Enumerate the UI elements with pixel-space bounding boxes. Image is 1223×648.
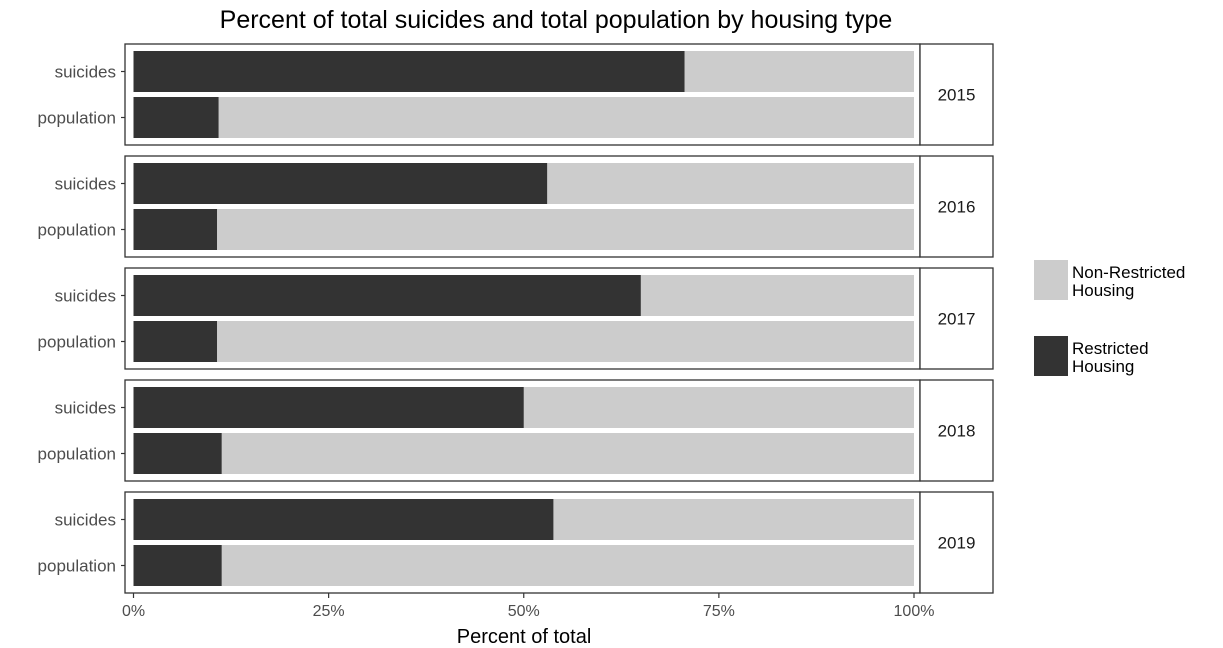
bar-nonrestricted-2016-suicides (547, 163, 914, 204)
legend-label-line1: Non-Restricted (1072, 263, 1185, 282)
facet-strip (919, 267, 994, 370)
facet-label-2019: 2019 (938, 534, 976, 553)
bar-restricted-2017-population (133, 321, 218, 362)
category-label-population: population (38, 445, 116, 464)
x-tick-label: 50% (508, 603, 540, 620)
bar-nonrestricted-2015-population (218, 97, 915, 138)
facet-label-2016: 2016 (938, 198, 976, 217)
bar-nonrestricted-2019-suicides (553, 499, 914, 540)
category-label-suicides: suicides (55, 63, 116, 82)
bar-restricted-2017-suicides (133, 275, 641, 316)
bar-restricted-2018-population (133, 433, 222, 474)
category-label-suicides: suicides (55, 287, 116, 306)
facet-panel-2019: suicides population 2019 (38, 491, 994, 594)
facet-strip (919, 379, 994, 482)
legend-label-line1: Restricted (1072, 339, 1149, 358)
facet-panel-2015: suicides population 2015 (38, 43, 994, 146)
category-label-population: population (38, 109, 116, 128)
bar-nonrestricted-2019-population (221, 545, 914, 586)
x-tick-label: 75% (703, 603, 735, 620)
facet-strip (919, 491, 994, 594)
category-label-population: population (38, 221, 116, 240)
category-label-population: population (38, 557, 116, 576)
x-tick-label: 25% (313, 603, 345, 620)
chart-title: Percent of total suicides and total popu… (220, 6, 893, 34)
bar-restricted-2018-suicides (133, 387, 524, 428)
bar-restricted-2016-population (133, 209, 218, 250)
legend-label-line2: Housing (1072, 281, 1134, 300)
category-label-suicides: suicides (55, 511, 116, 530)
category-label-suicides: suicides (55, 175, 116, 194)
legend-swatch (1034, 260, 1068, 300)
bar-nonrestricted-2017-suicides (640, 275, 914, 316)
facet-panel-2018: suicides population 2018 (38, 379, 994, 482)
x-axis: 0% 25% 50% 75% 100% (122, 593, 935, 620)
legend-label-line2: Housing (1072, 357, 1134, 376)
bar-nonrestricted-2015-suicides (684, 51, 914, 92)
x-tick-label: 100% (894, 603, 935, 620)
bar-restricted-2016-suicides (133, 163, 548, 204)
x-tick-label: 0% (122, 603, 145, 620)
facet-strip (919, 155, 994, 258)
bar-restricted-2019-population (133, 545, 222, 586)
facet-panel-2017: suicides population 2017 (38, 267, 994, 370)
category-label-suicides: suicides (55, 399, 116, 418)
bar-restricted-2015-suicides (133, 51, 685, 92)
legend-swatch (1034, 336, 1068, 376)
bar-nonrestricted-2016-population (217, 209, 915, 250)
category-label-population: population (38, 333, 116, 352)
facet-panel-2016: suicides population 2016 (38, 155, 994, 258)
facet-label-2017: 2017 (938, 310, 976, 329)
bar-nonrestricted-2017-population (217, 321, 915, 362)
facets-layer: suicides population 2015 suicides population… (38, 43, 994, 594)
facet-label-2018: 2018 (938, 422, 976, 441)
x-axis-title: Percent of total (457, 626, 592, 648)
facet-strip (919, 43, 994, 146)
bar-nonrestricted-2018-suicides (523, 387, 914, 428)
bar-nonrestricted-2018-population (221, 433, 914, 474)
bar-restricted-2015-population (133, 97, 219, 138)
facet-label-2015: 2015 (938, 86, 976, 105)
bar-restricted-2019-suicides (133, 499, 554, 540)
